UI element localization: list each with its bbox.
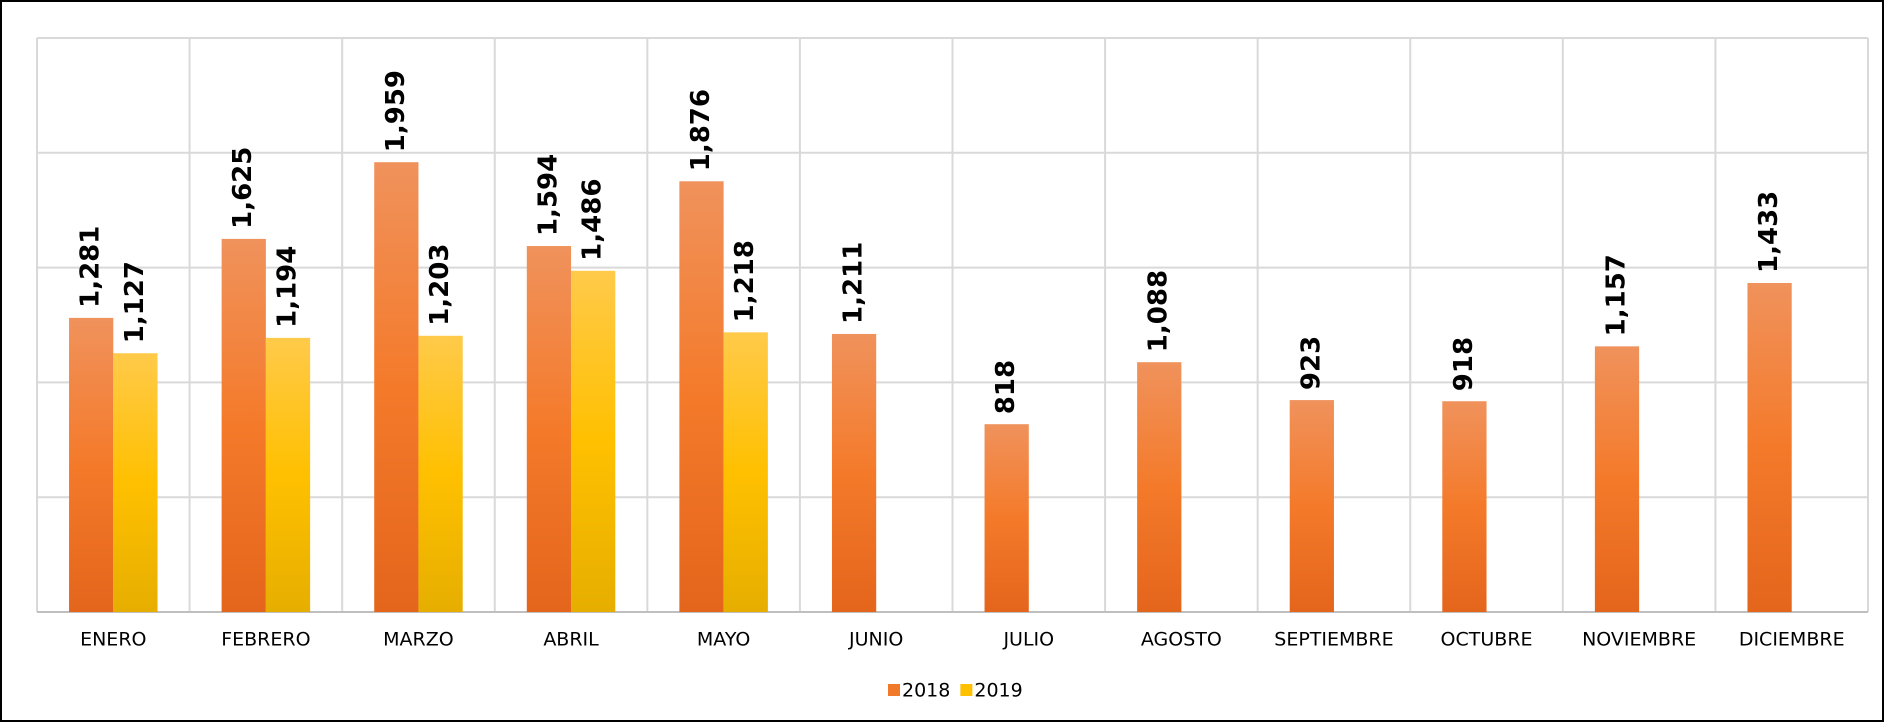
bar	[374, 162, 419, 612]
x-tick-label: JUNIO	[848, 629, 903, 651]
bar	[1137, 362, 1182, 612]
x-tick-label: MARZO	[383, 629, 454, 651]
data-label: 1,486	[578, 179, 608, 261]
data-label: 1,157	[1602, 254, 1632, 336]
bar	[723, 332, 768, 612]
x-tick-label: AGOSTO	[1141, 629, 1222, 651]
bar	[831, 333, 877, 612]
x-tick-label: DICIEMBRE	[1739, 629, 1845, 651]
data-label: 923	[1296, 336, 1326, 390]
data-label: 1,594	[533, 154, 563, 236]
data-label: 1,281	[76, 226, 106, 308]
bar	[1289, 400, 1334, 612]
x-tick-label: MAYO	[697, 629, 750, 651]
data-label: 1,211	[839, 242, 869, 324]
bar	[113, 353, 158, 612]
bar	[526, 246, 572, 613]
data-label: 1,433	[1754, 191, 1784, 273]
bar	[679, 181, 724, 613]
bar	[418, 335, 463, 612]
x-tick-label: SEPTIEMBRE	[1274, 629, 1393, 651]
legend-label: 2019	[974, 680, 1022, 702]
x-tick-label: ABRIL	[543, 629, 599, 651]
legend-swatch	[960, 684, 973, 696]
bar	[265, 337, 311, 612]
data-label: 1,088	[1144, 270, 1174, 352]
data-label: 918	[1449, 337, 1479, 391]
x-tick-label: NOVIEMBRE	[1582, 629, 1696, 651]
legend-swatch	[888, 684, 900, 696]
data-label: 1,625	[228, 147, 258, 229]
bar	[571, 270, 616, 612]
data-label: 1,876	[686, 89, 716, 171]
bar	[69, 317, 114, 612]
legend-label: 2018	[902, 680, 950, 702]
data-label: 1,203	[425, 244, 455, 326]
bar	[1594, 346, 1640, 612]
x-tick-label: ENERO	[80, 629, 146, 651]
data-label: 1,194	[272, 246, 302, 328]
bar	[1442, 401, 1487, 612]
x-tick-label: JULIO	[1002, 629, 1054, 651]
bar	[1747, 282, 1792, 612]
data-label: 818	[991, 360, 1021, 414]
data-label: 1,127	[120, 261, 150, 343]
x-tick-label: FEBRERO	[221, 629, 310, 651]
x-tick-label: OCTUBRE	[1441, 629, 1533, 651]
data-label: 1,959	[381, 70, 411, 152]
data-label: 1,218	[730, 240, 760, 322]
bar	[221, 238, 266, 612]
bar	[984, 424, 1029, 612]
